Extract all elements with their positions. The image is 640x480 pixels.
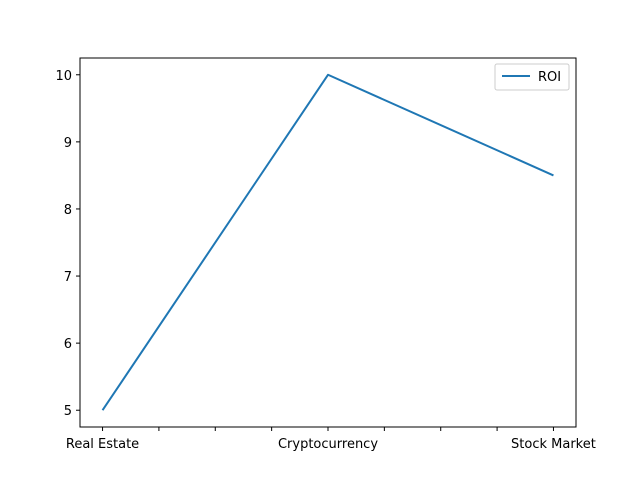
- series-layer: [101, 73, 554, 411]
- y-tick-label: 6: [64, 337, 72, 352]
- x-axis-ticks: Real Estate Cryptocurrency Stock Market: [66, 427, 596, 452]
- x-tick-label: Real Estate: [66, 437, 139, 452]
- y-tick-label: 7: [64, 270, 72, 285]
- x-tick-label: Cryptocurrency: [278, 437, 378, 452]
- plot-area: [80, 58, 576, 427]
- y-tick-label: 9: [64, 136, 72, 151]
- y-tick-label: 10: [55, 69, 72, 84]
- legend: ROI: [494, 63, 570, 91]
- legend-label-roi: ROI: [538, 70, 561, 85]
- y-tick-label: 8: [64, 203, 72, 218]
- series-line-roi: [101, 73, 554, 411]
- y-tick-label: 5: [64, 404, 72, 419]
- plot-frame: [79, 57, 577, 428]
- y-axis-ticks: 5 6 7 8 9 10: [55, 69, 80, 419]
- x-tick-label: Stock Market: [511, 437, 596, 452]
- legend-box: [494, 63, 570, 91]
